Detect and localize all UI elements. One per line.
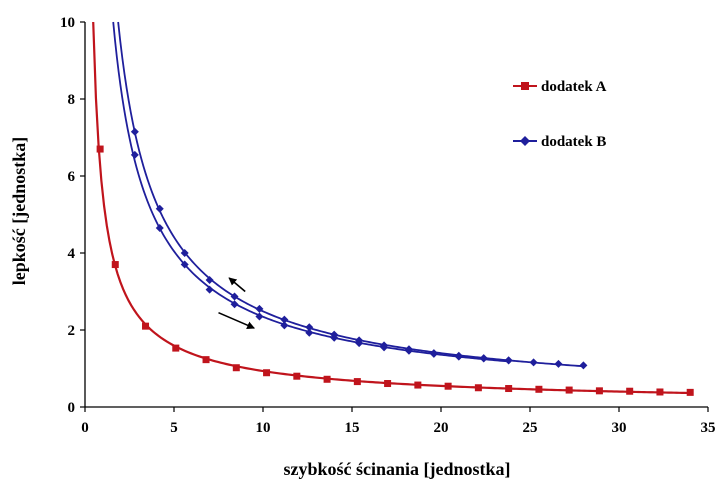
legend: dodatek A dodatek B <box>513 79 607 150</box>
marker-dodatek-a <box>535 385 543 393</box>
series-markers <box>96 127 694 396</box>
legend-item-dodatek-b: dodatek B <box>513 134 606 150</box>
x-tick-label: 20 <box>434 420 449 436</box>
marker-dodatek-b <box>479 354 488 363</box>
x-tick-label: 5 <box>170 420 178 436</box>
marker-dodatek-a <box>565 386 573 394</box>
marker-dodatek-a <box>474 384 482 392</box>
y-tick-label: 10 <box>60 15 75 31</box>
y-tick-labels: 0 2 4 6 8 10 <box>60 15 76 416</box>
x-tick-label: 35 <box>701 420 716 436</box>
y-axis-title: lepkość [jednostka] <box>9 137 29 286</box>
marker-dodatek-b <box>180 249 189 257</box>
marker-dodatek-b <box>255 304 264 313</box>
legend-marker-dodatek-b <box>520 136 530 146</box>
marker-dodatek-b <box>330 333 339 342</box>
marker-dodatek-b <box>529 358 538 367</box>
marker-dodatek-a <box>172 344 180 352</box>
marker-dodatek-a <box>414 381 422 389</box>
marker-dodatek-a <box>595 387 603 395</box>
marker-dodatek-b <box>305 323 314 332</box>
legend-label-dodatek-b: dodatek B <box>541 134 606 150</box>
marker-dodatek-b <box>155 223 164 232</box>
marker-dodatek-a <box>142 322 150 330</box>
marker-dodatek-b <box>280 315 289 324</box>
x-axis-title: szybkość ścinania [jednostka] <box>283 459 510 479</box>
marker-dodatek-a <box>263 369 271 377</box>
series-curves <box>92 21 691 395</box>
arrow-annotation-1 <box>228 277 246 293</box>
marker-dodatek-b <box>404 346 413 355</box>
marker-dodatek-b <box>205 275 214 284</box>
marker-dodatek-b <box>180 260 189 269</box>
marker-dodatek-b <box>554 359 563 368</box>
axes <box>80 21 709 412</box>
marker-dodatek-a <box>686 388 694 396</box>
curve-dodatek-a <box>92 21 691 395</box>
curve-dodatek-b-branch-2 <box>112 21 509 363</box>
marker-dodatek-a <box>656 388 664 396</box>
y-tick-label: 2 <box>68 323 76 339</box>
marker-dodatek-b <box>255 312 264 321</box>
legend-item-dodatek-a: dodatek A <box>513 79 607 95</box>
marker-dodatek-b <box>230 300 239 309</box>
marker-dodatek-a <box>111 261 119 269</box>
x-tick-labels: 0 5 10 15 20 25 30 35 <box>81 420 715 436</box>
marker-dodatek-b <box>355 339 364 348</box>
y-tick-label: 0 <box>68 400 76 416</box>
marker-dodatek-a <box>353 378 361 386</box>
marker-dodatek-b <box>155 204 164 213</box>
y-tick-label: 4 <box>68 246 76 262</box>
curve-dodatek-b-branch-1 <box>117 21 584 368</box>
legend-marker-dodatek-a <box>521 82 529 90</box>
annotations <box>218 277 256 329</box>
marker-dodatek-a <box>444 382 452 390</box>
marker-dodatek-b <box>380 343 389 352</box>
y-tick-label: 8 <box>68 92 76 108</box>
legend-label-dodatek-a: dodatek A <box>541 79 607 95</box>
marker-dodatek-b <box>230 292 239 301</box>
marker-dodatek-a <box>202 356 210 364</box>
marker-dodatek-a <box>626 387 634 395</box>
marker-dodatek-b <box>504 356 513 365</box>
arrow-annotation-2 <box>218 311 256 329</box>
marker-dodatek-a <box>96 145 104 153</box>
marker-dodatek-a <box>505 385 513 393</box>
x-tick-label: 10 <box>256 420 271 436</box>
marker-dodatek-b <box>454 352 463 361</box>
x-tick-label: 25 <box>523 420 538 436</box>
marker-dodatek-a <box>293 372 301 380</box>
x-tick-label: 15 <box>345 420 360 436</box>
marker-dodatek-b <box>429 349 438 358</box>
x-tick-label: 0 <box>81 420 89 436</box>
marker-dodatek-b <box>205 285 214 294</box>
marker-dodatek-a <box>384 380 392 388</box>
marker-dodatek-a <box>323 375 331 383</box>
marker-dodatek-b <box>579 361 588 370</box>
x-tick-label: 30 <box>612 420 627 436</box>
marker-dodatek-b <box>130 127 139 136</box>
marker-dodatek-b <box>305 328 314 337</box>
marker-dodatek-a <box>232 364 240 372</box>
marker-dodatek-b <box>130 150 139 159</box>
marker-dodatek-b <box>280 321 289 330</box>
y-tick-label: 6 <box>68 169 76 185</box>
